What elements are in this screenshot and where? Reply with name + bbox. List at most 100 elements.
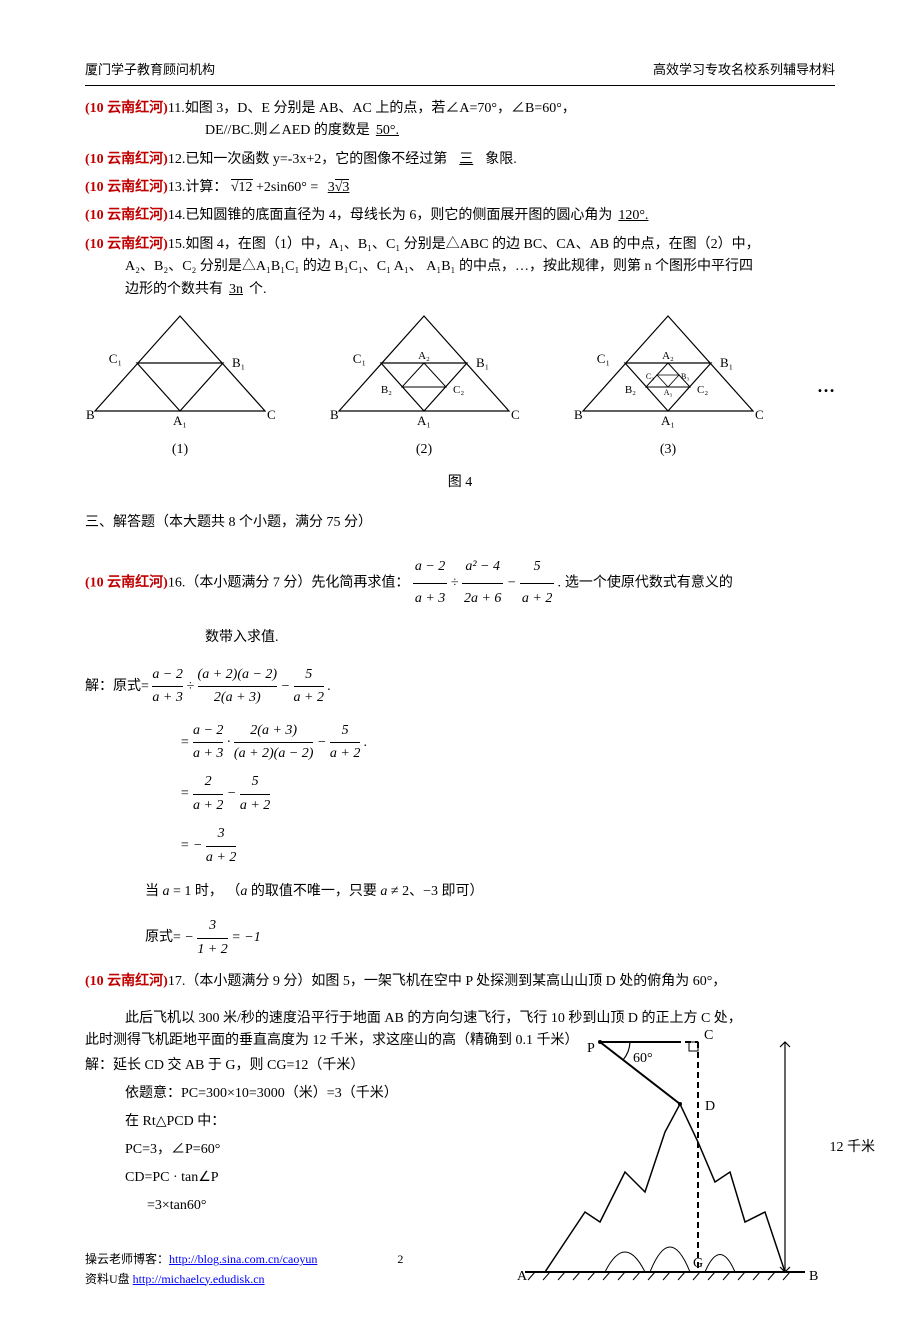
- svg-text:B: B: [86, 407, 95, 422]
- svg-text:B₃: B₃: [681, 372, 689, 381]
- svg-text:A₂: A₂: [662, 350, 674, 362]
- problem-tag: (10 云南红河): [85, 152, 168, 167]
- diagram-3: A B C C₁ B₁ A₁ A₂ B₂ C₂ C₃ B₃ A₃ (3): [573, 311, 763, 462]
- problem-num: 15.: [168, 237, 186, 252]
- caption-2: (2): [329, 439, 519, 461]
- figure-5: 60° P C D A B G: [495, 1022, 835, 1300]
- line3-post: 个.: [249, 282, 267, 297]
- answer-blank: 三: [447, 152, 485, 167]
- footer-right-pre: 资料U盘: [85, 1272, 133, 1286]
- problem-tag: (10 云南红河): [85, 101, 168, 116]
- ellipsis-icon: …: [817, 372, 835, 401]
- problem-tag: (10 云南红河): [85, 208, 168, 223]
- problem-num: 12.: [168, 152, 186, 167]
- svg-text:60°: 60°: [633, 1051, 653, 1066]
- problem-17: (10 云南红河)17.（本小题满分 9 分）如图 5，一架飞机在空中 P 处探…: [85, 971, 835, 993]
- problem-text-line2: DE//BC.则∠AED 的度数是: [205, 123, 370, 138]
- blog-link[interactable]: http://blog.sina.com.cn/caoyun: [169, 1252, 317, 1266]
- svg-text:A₁: A₁: [417, 413, 431, 428]
- svg-text:C: C: [755, 407, 763, 422]
- main-expr: a − 2a + 3 ÷ a² − 42a + 6 − 5a + 2 .: [413, 552, 562, 615]
- svg-text:C₃: C₃: [646, 372, 654, 381]
- answer-value: 3√3: [322, 180, 356, 195]
- problem-15: (10 云南红河)15.如图 4，在图（1）中，A₁、B₁、C₁ 分别是△ABC…: [85, 234, 835, 301]
- svg-text:A: A: [517, 1269, 528, 1284]
- problem-12: (10 云南红河)12.已知一次函数 y=-3x+2，它的图像不经过第三象限.: [85, 149, 835, 171]
- problem-num: 14.: [168, 208, 186, 223]
- solution-16: 解：原式= a − 2a + 3 ÷ (a + 2)(a − 2)2(a + 3…: [85, 664, 835, 961]
- caption-3: (3): [573, 439, 763, 461]
- diagram-1: A B C C₁ B₁ A₁ (1): [85, 311, 275, 462]
- line1: 如图 4，在图（1）中，A₁、B₁、C₁ 分别是△ABC 的边 BC、CA、AB…: [185, 237, 759, 252]
- line1: （本小题满分 9 分）如图 5，一架飞机在空中 P 处探测到某高山山顶 D 处的…: [185, 974, 726, 989]
- svg-text:A: A: [175, 311, 185, 313]
- problem-num: 16.: [168, 576, 186, 591]
- svg-text:B: B: [809, 1269, 818, 1284]
- answer-blank: 120°.: [612, 208, 654, 223]
- svg-text:B₂: B₂: [625, 384, 636, 396]
- svg-text:C₁: C₁: [109, 351, 122, 366]
- disk-link[interactable]: http://michaelcy.edudisk.cn: [133, 1272, 265, 1286]
- figure-name: 图 4: [85, 472, 835, 494]
- height-label: 12 千米: [830, 1137, 876, 1159]
- figure-4-diagrams: A B C C₁ B₁ A₁ (1) A B C C₁ B₁ A₁ A₂ B₂ …: [85, 311, 835, 462]
- problem-num: 17.: [168, 974, 186, 989]
- problem-num: 11.: [168, 101, 185, 116]
- page-header: 厦门学子教育顾问机构 高效学习专攻名校系列辅导材料: [85, 60, 835, 86]
- svg-text:B: B: [330, 407, 339, 422]
- problem-tag: (10 云南红河): [85, 974, 168, 989]
- svg-text:B₁: B₁: [476, 355, 489, 370]
- problem-text: 已知圆锥的底面直径为 4，母线长为 6，则它的侧面展开图的圆心角为: [185, 208, 612, 223]
- problem-tag: (10 云南红河): [85, 576, 168, 591]
- svg-text:A₁: A₁: [661, 413, 675, 428]
- suffix-text: 象限.: [485, 152, 517, 167]
- stmt-a: （本小题满分 7 分）先化简再求值：: [185, 576, 409, 591]
- problem-13: (10 云南红河)13.计算： √12 +2sin60° = 3√3: [85, 177, 835, 199]
- svg-text:A₁: A₁: [173, 413, 187, 428]
- diagram-2: A B C C₁ B₁ A₁ A₂ B₂ C₂ (2): [329, 311, 519, 462]
- problem-text: 如图 3，D、E 分别是 AB、AC 上的点，若∠A=70°，∠B=60°，: [185, 101, 576, 116]
- svg-text:A: A: [419, 311, 429, 313]
- problem-num: 13.: [168, 180, 186, 195]
- problem-text: 已知一次函数 y=-3x+2，它的图像不经过第: [185, 152, 447, 167]
- page-number: 2: [320, 1250, 480, 1269]
- stmt-b: 选一个使原代数式有意义的: [565, 576, 733, 591]
- svg-text:C₁: C₁: [597, 351, 610, 366]
- p17-line2: 此后飞机以 300 米/秒的速度沿平行于地面 AB 的方向匀速飞行，飞行 10 …: [85, 1008, 835, 1030]
- svg-text:P: P: [587, 1041, 595, 1056]
- line3-pre: 边形的个数共有: [125, 282, 223, 297]
- svg-text:B₁: B₁: [720, 355, 733, 370]
- svg-text:A₃: A₃: [664, 388, 673, 397]
- svg-text:A: A: [663, 311, 673, 313]
- svg-text:C: C: [267, 407, 275, 422]
- line2: A₂、B₂、C₂ 分别是△A₁B₁C₁ 的边 B₁C₁、C₁ A₁、 A₁B₁ …: [125, 259, 753, 274]
- problem-text: 计算：: [185, 180, 227, 195]
- svg-text:G: G: [693, 1256, 703, 1271]
- svg-text:B₁: B₁: [232, 355, 245, 370]
- section-3-title: 三、解答题（本大题共 8 个小题，满分 75 分）: [85, 512, 835, 534]
- problem-11: (10 云南红河)11.如图 3，D、E 分别是 AB、AC 上的点，若∠A=7…: [85, 98, 835, 143]
- svg-text:B₂: B₂: [381, 384, 392, 396]
- svg-text:C₂: C₂: [697, 384, 708, 396]
- svg-text:B: B: [574, 407, 583, 422]
- solution-label: 解：原式=: [85, 679, 149, 694]
- caption-1: (1): [85, 439, 275, 461]
- svg-text:C: C: [511, 407, 519, 422]
- problem-16: (10 云南红河)16.（本小题满分 7 分）先化简再求值： a − 2a + …: [85, 552, 835, 653]
- problem-tag: (10 云南红河): [85, 180, 168, 195]
- svg-text:A₂: A₂: [418, 350, 430, 362]
- answer-blank: 50°.: [370, 123, 405, 138]
- header-right: 高效学习专攻名校系列辅导材料: [653, 60, 835, 81]
- math-expr: √12 +2sin60° =: [231, 179, 322, 195]
- svg-text:C: C: [704, 1028, 713, 1043]
- answer-blank: 3n: [223, 282, 249, 297]
- header-left: 厦门学子教育顾问机构: [85, 60, 215, 81]
- problem-14: (10 云南红河)14.已知圆锥的底面直径为 4，母线长为 6，则它的侧面展开图…: [85, 205, 835, 227]
- svg-text:C₁: C₁: [353, 351, 366, 366]
- problem-tag: (10 云南红河): [85, 237, 168, 252]
- svg-text:C₂: C₂: [453, 384, 464, 396]
- stmt-c: 数带入求值.: [205, 630, 279, 645]
- svg-text:D: D: [705, 1099, 715, 1114]
- condition: 当 a = 1 时， （a 的取值不唯一，只要 a ≠ 2、−3 即可）: [145, 884, 484, 899]
- footer-left-text: 操云老师博客：: [85, 1252, 169, 1266]
